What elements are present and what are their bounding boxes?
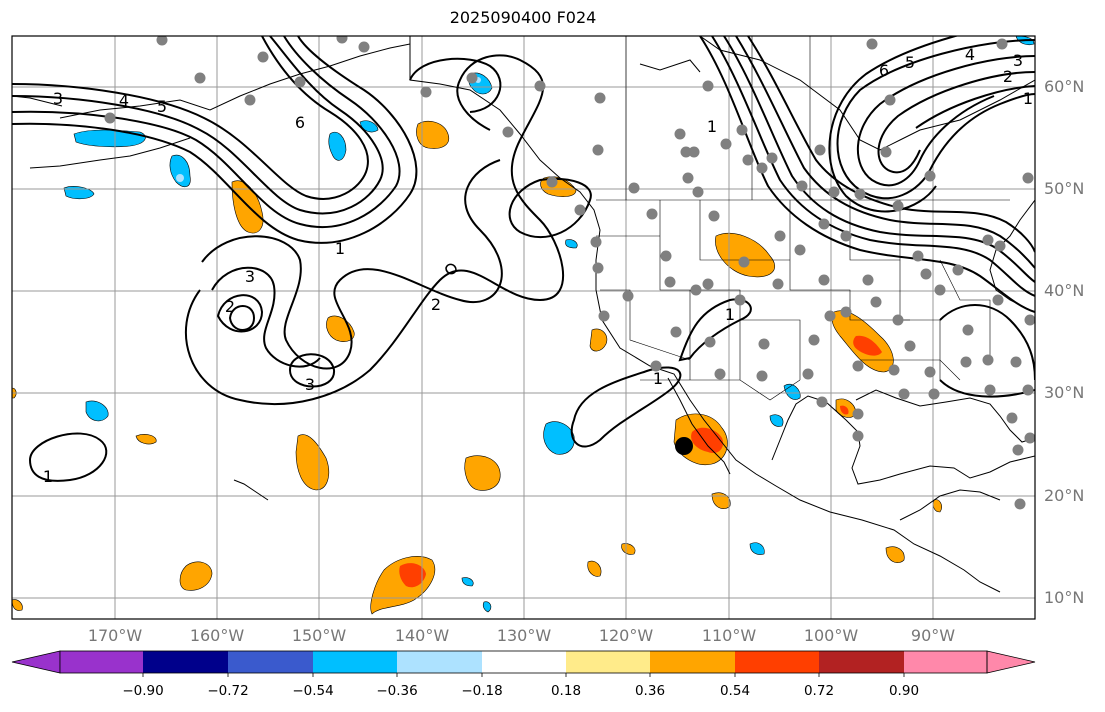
map-frame <box>11 35 1036 620</box>
colorbar-segment <box>143 651 228 673</box>
colorbar-tick-label: −0.54 <box>292 683 334 699</box>
lon-label: 160°W <box>189 626 245 645</box>
contour-label: 5 <box>905 53 915 72</box>
colorbar-tick-label: −0.36 <box>376 683 418 699</box>
lon-label: 140°W <box>394 626 450 645</box>
lat-label: 50°N <box>1044 179 1085 198</box>
lat-label: 30°N <box>1044 383 1085 402</box>
contour-label: 5 <box>157 97 167 116</box>
highlight-station-marker <box>675 437 693 455</box>
colorbar <box>11 650 1036 677</box>
lat-label: 10°N <box>1044 588 1085 607</box>
contour-label: 3 <box>53 89 63 108</box>
lat-lon-grid <box>12 36 1035 619</box>
contour-label: 1 <box>43 467 53 486</box>
colorbar-segment <box>228 651 313 673</box>
colorbar-segment <box>904 651 987 673</box>
lat-label: 20°N <box>1044 486 1085 505</box>
contour-label: 3 <box>305 375 315 394</box>
lat-label: 60°N <box>1044 77 1085 96</box>
colorbar-tick-label: −0.18 <box>461 683 503 699</box>
lon-label: 150°W <box>291 626 347 645</box>
colorbar-tick-label: 0.36 <box>634 683 666 699</box>
contour-label: 4 <box>119 91 129 110</box>
contour-label: 3 <box>1013 51 1023 70</box>
colorbar-segment <box>397 651 482 673</box>
colorbar-segment <box>650 651 735 673</box>
contour-label: 3 <box>245 267 255 286</box>
colorbar-extend-left <box>11 650 61 674</box>
colorbar-extend-right <box>986 650 1036 674</box>
colorbar-segment <box>735 651 819 673</box>
coastlines <box>12 36 1035 593</box>
contour-label: 2 <box>1003 67 1013 86</box>
colorbar-segment <box>566 651 650 673</box>
small-contour-loop <box>445 263 457 275</box>
colorbar-segment <box>482 651 566 673</box>
positive-anomaly-shading <box>12 121 942 615</box>
contour-label: 6 <box>879 61 889 80</box>
colorbar-tick-label: 0.90 <box>888 683 920 699</box>
map-title: 2025090400 F024 <box>449 8 597 27</box>
colorbar-segment <box>819 651 904 673</box>
contour-label: 1 <box>707 117 717 136</box>
lon-label: 90°W <box>910 626 956 645</box>
colorbar-tick-label: 0.54 <box>719 683 751 699</box>
lon-label: 170°W <box>87 626 143 645</box>
colorbar-tick-label: −0.90 <box>122 683 164 699</box>
colorbar-tick-label: 0.18 <box>550 683 582 699</box>
colorbar-segment <box>60 651 143 673</box>
contour-label: 2 <box>431 295 441 314</box>
contour-label: 4 <box>965 45 975 64</box>
contour-label: 1 <box>1023 89 1033 108</box>
lon-label: 130°W <box>496 626 552 645</box>
lon-label: 110°W <box>701 626 757 645</box>
contour-label: 2 <box>225 297 235 316</box>
station-markers <box>104 36 1035 510</box>
contour-label: 1 <box>725 305 735 324</box>
lon-label: 120°W <box>598 626 654 645</box>
lon-label: 100°W <box>803 626 859 645</box>
lat-label: 40°N <box>1044 281 1085 300</box>
colorbar-tick-label: 0.72 <box>803 683 835 699</box>
contour-label: 6 <box>295 113 305 132</box>
colorbar-tick-label: −0.72 <box>207 683 249 699</box>
contour-label: 1 <box>335 239 345 258</box>
contour-label: 1 <box>653 369 663 388</box>
colorbar-segment <box>313 651 397 673</box>
negative-anomaly-shading <box>63 36 1035 613</box>
